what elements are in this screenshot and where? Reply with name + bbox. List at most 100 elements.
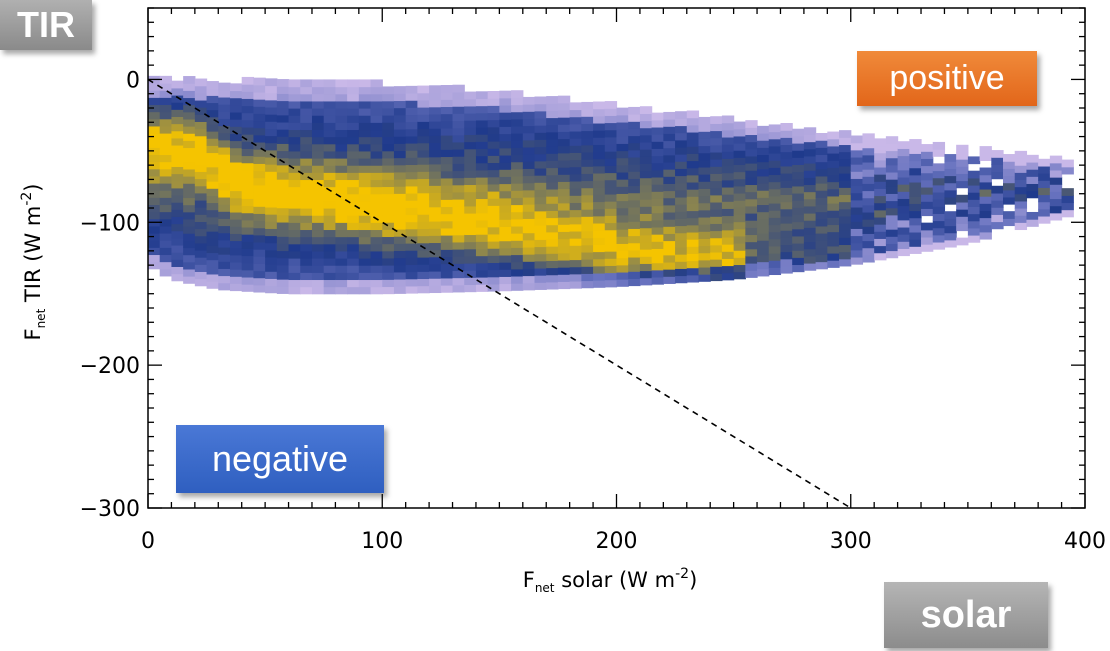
heatmap-cell: [311, 150, 325, 159]
heatmap-cell: [393, 229, 407, 237]
heatmap-cell: [569, 230, 582, 239]
heatmap-cell: [909, 174, 922, 183]
heatmap-cell: [675, 168, 688, 177]
heatmap-cell: [604, 236, 618, 245]
heatmap-cell: [499, 190, 512, 199]
heatmap-cell: [745, 134, 758, 143]
heatmap-cell: [464, 177, 477, 186]
heatmap-cell: [429, 121, 442, 129]
heatmap-cell: [1026, 190, 1039, 199]
heatmap-cell: [850, 156, 864, 165]
heatmap-cell: [229, 190, 243, 199]
heatmap-cell: [710, 223, 723, 232]
heatmap-cell: [229, 276, 243, 284]
heatmap-cell: [241, 241, 255, 249]
heatmap-cell: [827, 145, 840, 154]
heatmap-cell: [393, 271, 407, 280]
heatmap-cell: [675, 161, 688, 169]
heatmap-cell: [780, 180, 793, 188]
heatmap-cell: [148, 133, 161, 141]
heatmap-cell: [1061, 209, 1074, 218]
heatmap-cell: [1014, 172, 1028, 181]
heatmap-cell: [218, 96, 231, 105]
heatmap-cell: [850, 192, 864, 201]
heatmap-cell: [440, 199, 454, 208]
heatmap-cell: [874, 166, 887, 175]
heatmap-cell: [932, 149, 946, 157]
heatmap-cell: [628, 235, 641, 244]
heatmap-cell: [347, 265, 360, 273]
heatmap-cell: [768, 145, 782, 154]
heatmap-cell: [499, 97, 512, 106]
heatmap-cell: [241, 248, 255, 257]
heatmap-cell: [581, 151, 594, 160]
heatmap-cell: [300, 150, 313, 159]
heatmap-cell: [651, 155, 664, 164]
heatmap-cell: [183, 147, 196, 156]
heatmap-cell: [511, 204, 524, 213]
heatmap-cell: [311, 115, 325, 123]
heatmap-cell: [534, 153, 547, 162]
heatmap-cell: [171, 266, 184, 275]
heatmap-cell: [335, 86, 348, 95]
heatmap-cell: [464, 248, 477, 257]
heatmap-cell: [581, 130, 594, 139]
heatmap-cell: [604, 179, 618, 188]
heatmap-cell: [218, 89, 231, 98]
heatmap-cell: [440, 149, 454, 158]
heatmap-cell: [311, 79, 325, 88]
heatmap-cell: [241, 191, 255, 199]
heatmap-cell: [405, 114, 418, 123]
heatmap-cell: [534, 203, 547, 212]
heatmap-cell: [686, 203, 700, 212]
heatmap-cell: [745, 263, 758, 271]
heatmap-cell: [382, 243, 395, 252]
heatmap-cell: [288, 250, 301, 259]
heatmap-cell: [628, 164, 641, 172]
heatmap-cell: [581, 180, 594, 189]
heatmap-cell: [440, 135, 454, 143]
heatmap-cell: [604, 251, 618, 259]
heatmap-cell: [827, 167, 840, 176]
heatmap-cell: [323, 200, 336, 209]
heatmap-cell: [452, 141, 465, 150]
heatmap-cell: [862, 219, 875, 227]
heatmap-cell: [452, 191, 465, 200]
heatmap-cell: [323, 272, 336, 281]
heatmap-cell: [757, 175, 770, 184]
heatmap-cell: [511, 154, 524, 163]
heatmap-cell: [803, 220, 817, 228]
heatmap-cell: [382, 265, 395, 273]
heatmap-cell: [475, 134, 489, 142]
heatmap-cell: [241, 269, 255, 278]
heatmap-cell: [780, 244, 793, 253]
heatmap-cell: [417, 264, 430, 272]
heatmap-cell: [663, 247, 676, 256]
heatmap-cell: [171, 237, 184, 246]
heatmap-cell: [382, 165, 395, 173]
heatmap-cell: [253, 149, 266, 157]
heatmap-cell: [148, 247, 161, 256]
heatmap-cell: [862, 161, 875, 170]
heatmap-cell: [651, 262, 664, 271]
heatmap-cell: [265, 114, 278, 122]
heatmap-cell: [862, 197, 875, 206]
heatmap-cell: [452, 227, 465, 236]
heatmap-cell: [452, 99, 465, 107]
heatmap-cell: [487, 176, 500, 185]
heatmap-cell: [347, 286, 360, 295]
heatmap-cell: [452, 213, 465, 222]
heatmap-cell: [265, 278, 278, 287]
heatmap-cell: [429, 256, 442, 265]
heatmap-cell: [265, 242, 278, 251]
heatmap-cell: [546, 110, 559, 119]
heatmap-cell: [393, 257, 407, 266]
heatmap-cell: [183, 97, 196, 106]
heatmap-cell: [628, 114, 641, 122]
heatmap-cell: [757, 211, 770, 220]
heatmap-cell: [991, 150, 1004, 158]
heatmap-cell: [546, 96, 559, 104]
heatmap-cell: [792, 171, 805, 180]
heatmap-cell: [827, 131, 840, 140]
heatmap-cell: [557, 131, 571, 140]
